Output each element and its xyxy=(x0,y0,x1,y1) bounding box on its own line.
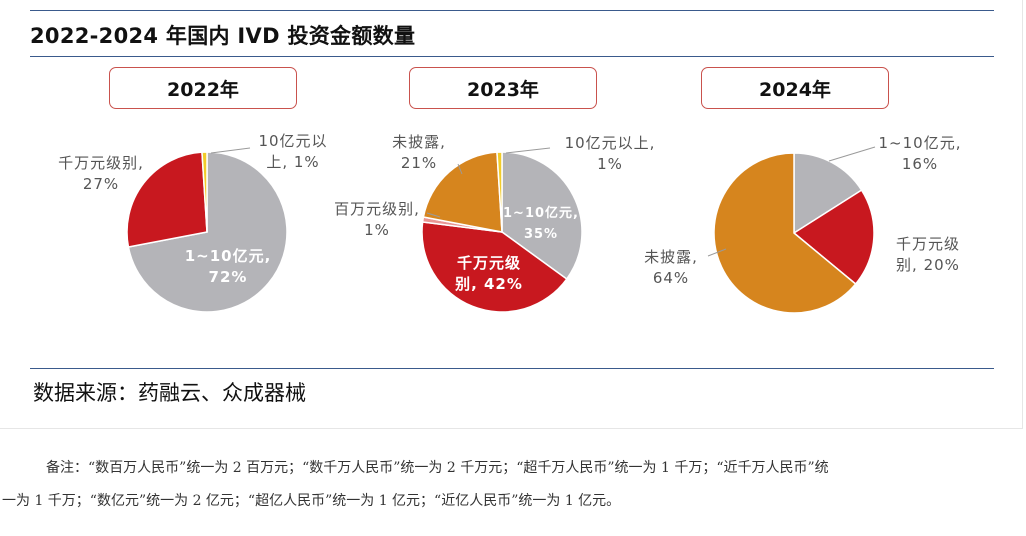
leader-line-1-0 xyxy=(505,147,551,154)
label-2022-1-10yi: 1~10亿元, 72% xyxy=(184,247,272,286)
label-2024-qianwan: 千万元级 别, 20% xyxy=(895,235,960,274)
pie-slice-2024-0 xyxy=(793,152,863,235)
pie-charts xyxy=(126,146,876,314)
leader-line-0-0 xyxy=(210,147,251,154)
pie-slice-2023-3 xyxy=(422,151,503,233)
source-rule xyxy=(30,368,994,369)
year-box-2023: 2023年 xyxy=(409,67,597,109)
pie-slice-2022-2 xyxy=(201,151,208,233)
note-line-2: 一为 1 千万；“数亿元”统一为 2 亿元；“超亿人民币”统一为 1 亿元；“近… xyxy=(2,493,621,509)
label-2023-1-10yi: 1~10亿元, 35% xyxy=(503,206,579,242)
label-2023-baiwan: 百万元级别, 1% xyxy=(334,200,420,239)
leader-line-1-1 xyxy=(426,212,441,218)
pie-slice-2023-1 xyxy=(421,221,568,313)
data-source: 数据来源：药融云、众成器械 xyxy=(33,381,306,405)
label-2022-10yi-above: 10亿元以 上, 1% xyxy=(258,132,328,171)
label-2023-qianwan: 千万元级 别, 42% xyxy=(455,254,523,293)
label-2022-qianwan: 千万元级别, 27% xyxy=(58,154,144,193)
title-rule xyxy=(30,56,994,57)
pie-slice-2023-4 xyxy=(496,151,503,233)
label-2024-1-10yi: 1~10亿元, 16% xyxy=(878,134,962,173)
chart-title: 2022-2024 年国内 IVD 投资金额数量 xyxy=(30,24,416,48)
pie-slice-2024-2 xyxy=(713,152,857,314)
leader-line-2-0 xyxy=(828,146,876,162)
label-2023-10yi-above: 10亿元以上, 1% xyxy=(564,134,656,173)
pie-slice-2022-1 xyxy=(126,151,208,248)
year-box-2022: 2022年 xyxy=(109,67,297,109)
label-2024-weipilu: 未披露, 64% xyxy=(644,248,698,287)
top-rule xyxy=(30,10,994,11)
pie-slice-2023-0 xyxy=(501,151,583,281)
year-box-2024: 2024年 xyxy=(701,67,889,109)
chart-card: 2022-2024 年国内 IVD 投资金额数量 2022年 2023年 202… xyxy=(0,0,1023,429)
leader-line-2-1 xyxy=(707,248,727,257)
leader-line-1-2 xyxy=(457,163,463,175)
note-line-1: 备注：“数百万人民币”统一为 2 百万元；“数千万人民币”统一为 2 千万元；“… xyxy=(46,460,829,476)
pie-slice-2024-1 xyxy=(792,189,875,286)
label-2023-weipilu: 未披露, 21% xyxy=(392,133,446,172)
